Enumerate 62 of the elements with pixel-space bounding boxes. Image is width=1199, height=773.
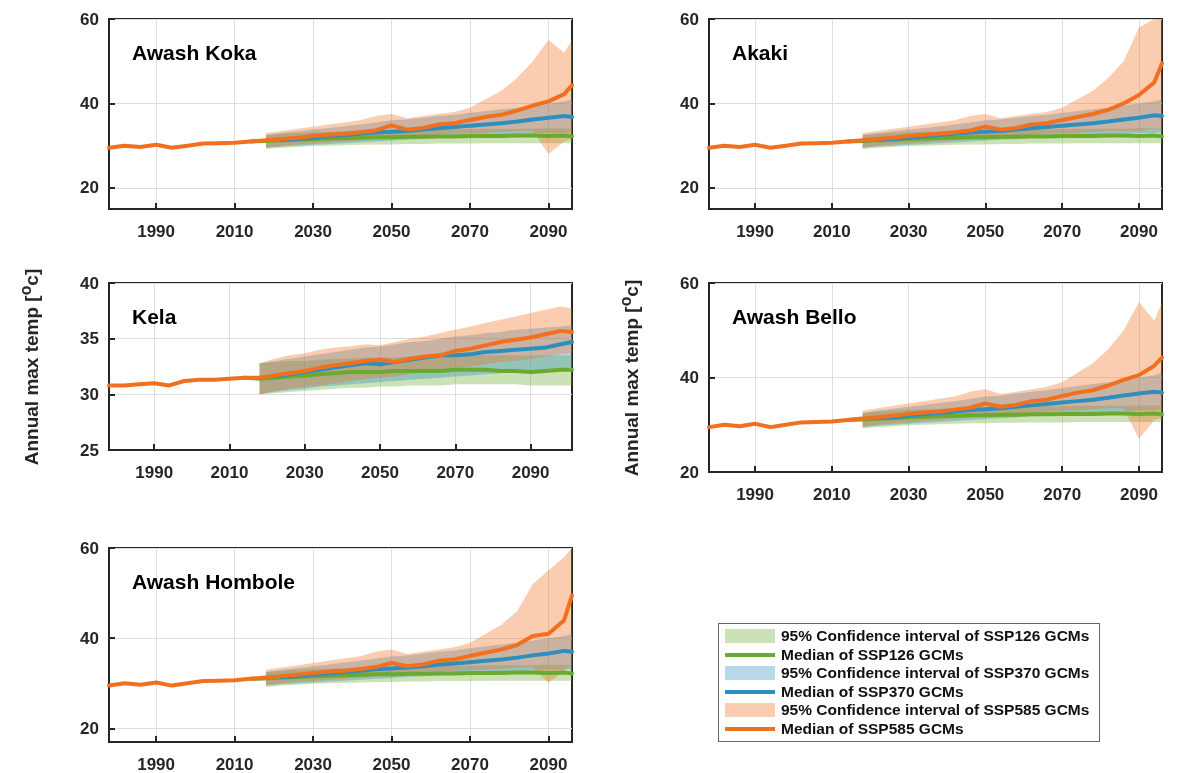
text: 95% Confidence interval of SSP585 GCMs xyxy=(781,701,1090,720)
y-tick-label: 35 xyxy=(80,329,99,349)
x-tick-label: 2010 xyxy=(215,755,254,773)
text: 95% Confidence interval of SSP370 GCMs xyxy=(781,664,1090,683)
x-tick-label: 2070 xyxy=(451,222,489,241)
x-tick-label: 1990 xyxy=(137,755,175,773)
x-tick-label: 2030 xyxy=(889,222,928,241)
x-tick-label: 2070 xyxy=(451,755,489,773)
line-series xyxy=(107,593,574,688)
x-tick-label: 2090 xyxy=(529,222,568,241)
line-series xyxy=(107,328,574,388)
x-tick-label: 2050 xyxy=(966,222,1005,241)
y-tick-label: 20 xyxy=(80,718,99,738)
legend-label: Median of SSP370 GCMs xyxy=(781,682,964,701)
y-tick-label: 40 xyxy=(680,368,699,387)
x-tick-label: 2010 xyxy=(812,222,851,241)
text: Awash Bello xyxy=(732,305,857,328)
text: Akaki xyxy=(732,41,789,64)
x-tick-label: 2090 xyxy=(511,463,550,482)
line-series xyxy=(707,355,1164,430)
x-tick-label: 1990 xyxy=(137,222,175,241)
x-tick-label: 2030 xyxy=(294,755,332,773)
text: 95% Confidence interval of SSP126 GCMs xyxy=(781,627,1090,646)
x-tick-label: 1990 xyxy=(736,222,774,241)
x-tick-label: 2050 xyxy=(361,463,399,482)
x-tick-label: 2050 xyxy=(372,755,411,773)
y-tick-label: 60 xyxy=(80,538,99,558)
x-tick-label: 2030 xyxy=(294,222,332,241)
y-tick-label: 60 xyxy=(80,9,99,29)
y-tick-label: 30 xyxy=(80,384,99,404)
y-tick-label: 40 xyxy=(80,273,99,293)
x-tick-label: 2050 xyxy=(966,485,1005,504)
text: Awash Koka xyxy=(132,41,257,64)
line-series xyxy=(107,83,574,150)
y-tick-label: 40 xyxy=(680,93,699,113)
y-tick-label: 40 xyxy=(80,93,99,113)
x-tick-label: 2070 xyxy=(436,463,475,482)
x-tick-label: 2010 xyxy=(215,222,254,241)
y-tick-label: 25 xyxy=(80,440,99,460)
y-tick-label: 60 xyxy=(680,9,699,29)
x-tick-label: 1990 xyxy=(736,485,774,504)
x-tick-label: 2010 xyxy=(812,485,851,504)
y-tick-label: 20 xyxy=(680,462,699,482)
y-tick-label: 60 xyxy=(680,273,699,293)
x-tick-label: 2010 xyxy=(210,463,249,482)
x-tick-label: 2090 xyxy=(1120,485,1158,504)
legend-label: Median of SSP126 GCMs xyxy=(781,645,964,664)
x-tick-label: 2070 xyxy=(1043,222,1082,241)
line-series xyxy=(707,61,1164,150)
x-tick-label: 2090 xyxy=(529,755,568,773)
x-tick-label: 1990 xyxy=(135,463,174,482)
legend-label: Median of SSP585 GCMs xyxy=(781,719,964,738)
x-tick-label: 2030 xyxy=(285,463,324,482)
x-tick-label: 2090 xyxy=(1120,222,1158,241)
y-tick-label: 40 xyxy=(80,628,99,648)
text: Kela xyxy=(132,305,177,328)
x-tick-label: 2070 xyxy=(1043,485,1082,504)
y-tick-label: 20 xyxy=(680,178,699,198)
x-tick-label: 2030 xyxy=(889,485,928,504)
text: Awash Hombole xyxy=(132,570,295,593)
x-tick-label: 2050 xyxy=(372,222,411,241)
y-tick-label: 20 xyxy=(80,178,99,198)
